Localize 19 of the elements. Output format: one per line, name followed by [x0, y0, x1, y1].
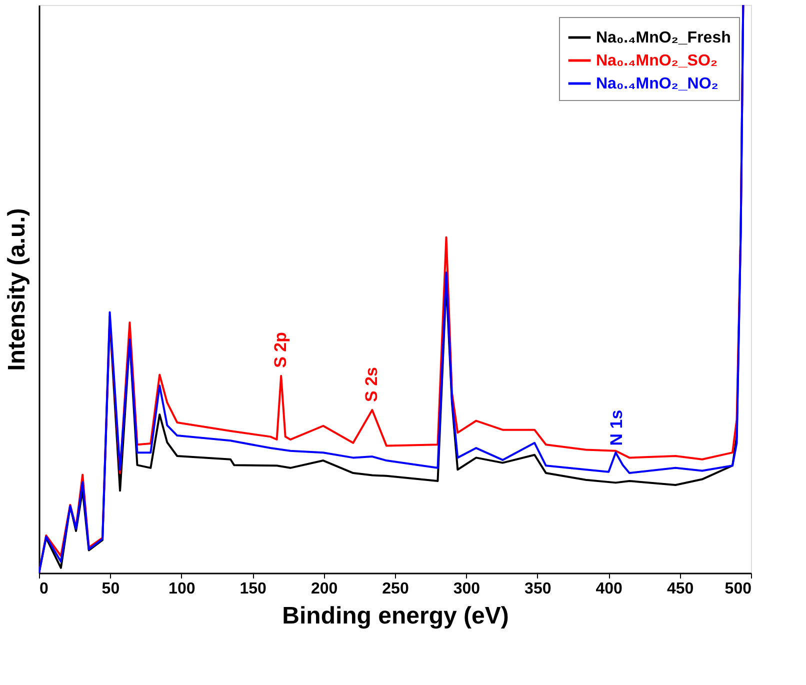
x-tick-label: 150	[240, 580, 267, 598]
x-tick-label: 0	[40, 580, 48, 598]
annotation: S 2p	[271, 332, 290, 368]
x-tick-label: 250	[382, 580, 409, 598]
x-axis-title: Binding energy (eV)	[282, 602, 509, 630]
x-tick-label: 300	[453, 580, 480, 598]
legend-label: Na₀.₄MnO₂_NO₂	[596, 76, 718, 92]
x-tick-label: 400	[596, 580, 623, 598]
x-tick-label: 100	[168, 580, 196, 598]
annotation: N 1s	[607, 410, 626, 446]
y-axis-title: Intensity (a.u.)	[4, 208, 30, 371]
x-tick-label: 450	[666, 580, 694, 598]
x-tick-label: 350	[524, 580, 552, 598]
legend-label: Na₀.₄MnO₂_SO₂	[596, 52, 718, 70]
x-tick-label: 500	[724, 580, 752, 598]
annotation: S 2s	[362, 367, 382, 402]
x-tick-label: 50	[102, 580, 120, 598]
legend-label: Na₀.₄MnO₂_Fresh	[596, 30, 731, 46]
x-tick-label: 200	[310, 580, 338, 598]
